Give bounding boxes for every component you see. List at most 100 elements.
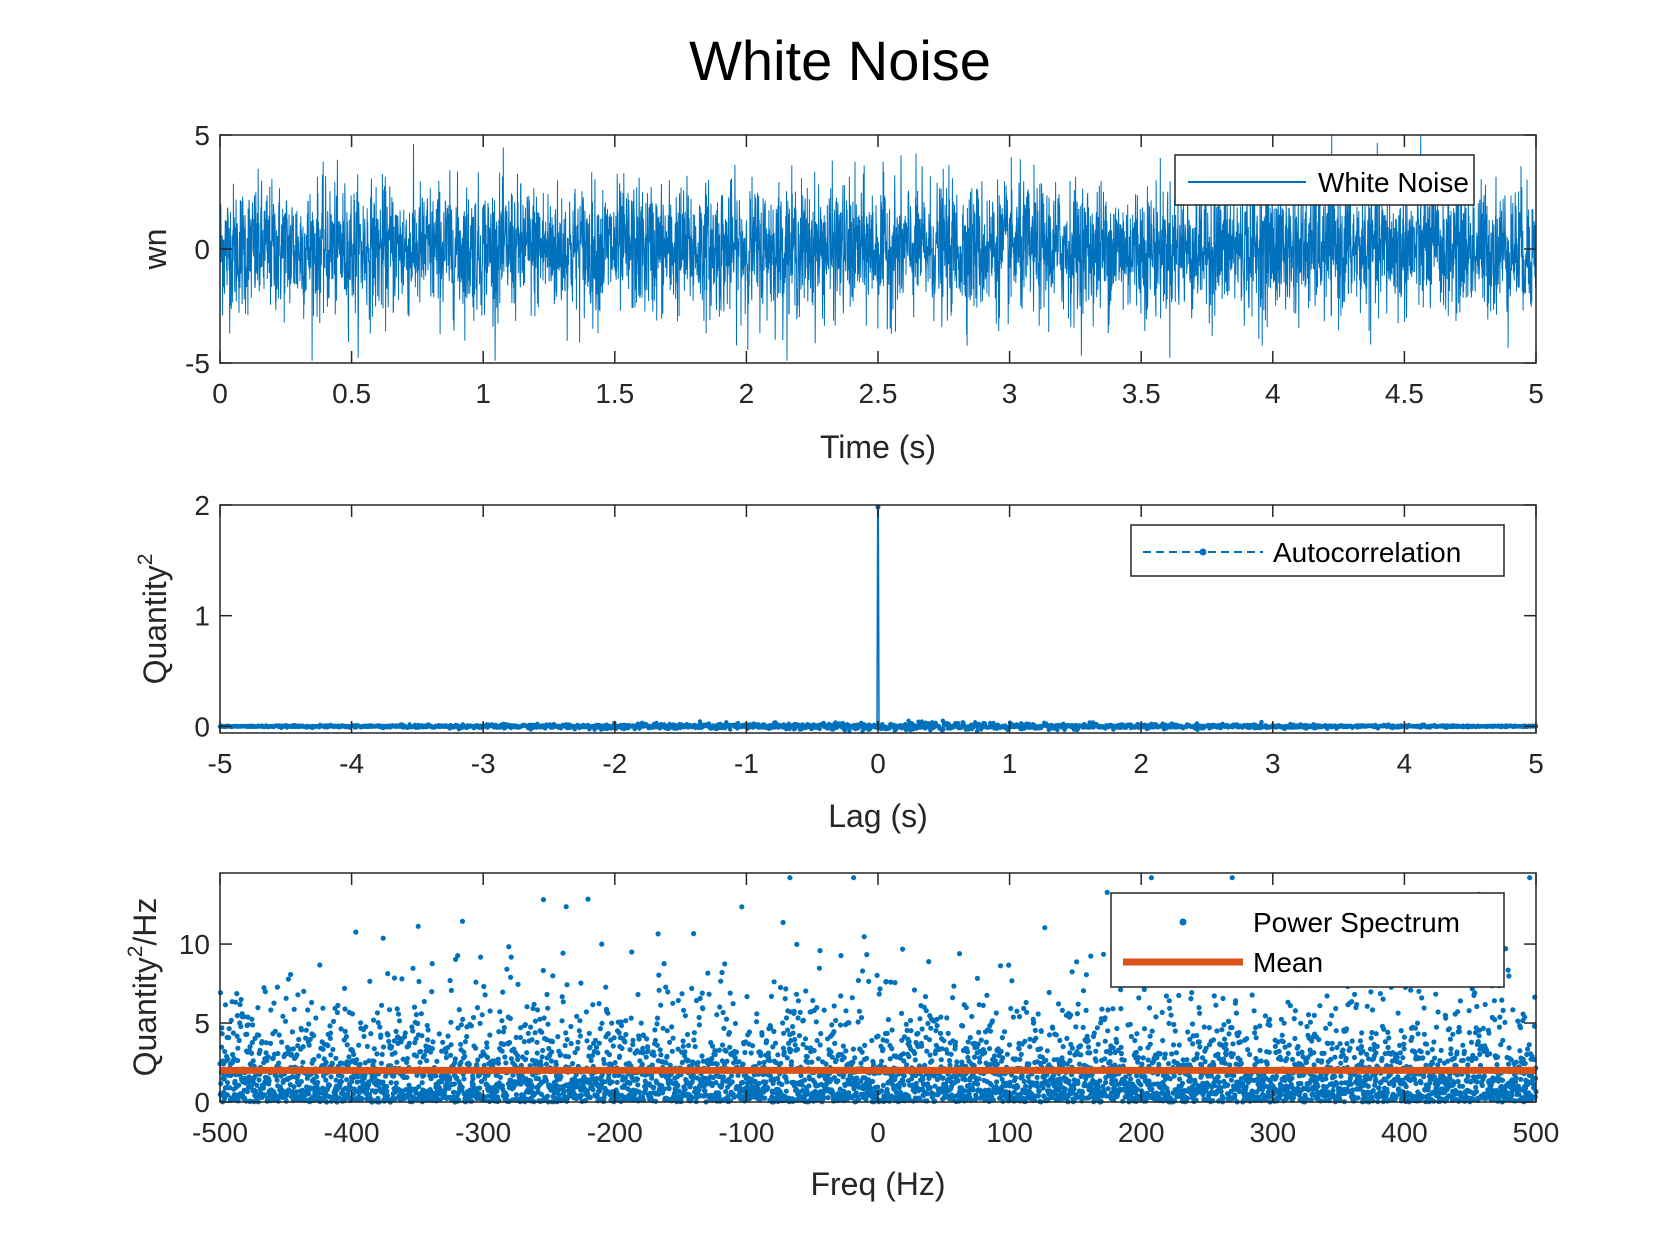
power-spectrum-point bbox=[825, 1095, 831, 1101]
power-spectrum-point bbox=[283, 1098, 289, 1104]
power-spectrum-point bbox=[563, 1030, 569, 1036]
power-spectrum-point bbox=[880, 1046, 886, 1052]
power-spectrum-point bbox=[917, 1016, 923, 1022]
panel1-legend: White Noise bbox=[1174, 154, 1475, 206]
power-spectrum-point bbox=[969, 1013, 975, 1020]
power-spectrum-point bbox=[629, 949, 635, 955]
power-spectrum-point bbox=[792, 1042, 798, 1048]
power-spectrum-point bbox=[275, 1050, 281, 1057]
power-spectrum-point bbox=[392, 1050, 398, 1056]
power-spectrum-point bbox=[268, 1007, 274, 1013]
power-spectrum-point bbox=[250, 1022, 256, 1028]
power-spectrum-point bbox=[656, 972, 662, 978]
power-spectrum-point bbox=[858, 1015, 865, 1021]
xtick-label: 3.5 bbox=[1122, 378, 1161, 409]
power-spectrum-point bbox=[507, 1040, 513, 1046]
power-spectrum-point bbox=[810, 997, 816, 1004]
power-spectrum-point bbox=[723, 1048, 729, 1054]
power-spectrum-point bbox=[609, 1079, 615, 1085]
power-spectrum-point bbox=[906, 1054, 912, 1060]
panel2-ylabel-sup: 2 bbox=[134, 554, 157, 566]
power-spectrum-point bbox=[851, 875, 857, 881]
power-spectrum-point bbox=[658, 1002, 664, 1008]
power-spectrum-point bbox=[831, 1029, 837, 1035]
xtick-label: 3 bbox=[1002, 378, 1018, 409]
power-spectrum-point bbox=[744, 994, 750, 1000]
power-spectrum-point bbox=[912, 1050, 918, 1056]
power-spectrum-point bbox=[965, 1049, 971, 1055]
power-spectrum-point bbox=[260, 1085, 266, 1091]
power-spectrum-point bbox=[587, 1044, 593, 1050]
power-spectrum-point bbox=[545, 1021, 551, 1027]
power-spectrum-point bbox=[954, 1059, 960, 1065]
power-spectrum-point bbox=[963, 1004, 969, 1011]
power-spectrum-point bbox=[870, 1078, 876, 1084]
power-spectrum-point bbox=[610, 1043, 616, 1049]
power-spectrum-point bbox=[691, 1030, 698, 1036]
power-spectrum-point bbox=[669, 1048, 675, 1054]
power-spectrum-point bbox=[500, 989, 506, 995]
power-spectrum-point bbox=[706, 991, 712, 997]
power-spectrum-point bbox=[326, 1082, 333, 1088]
power-spectrum-point bbox=[250, 1058, 256, 1064]
power-spectrum-point bbox=[911, 987, 918, 993]
power-spectrum-point bbox=[306, 1021, 312, 1027]
power-spectrum-point bbox=[682, 1086, 688, 1092]
power-spectrum-point bbox=[730, 1001, 736, 1007]
power-spectrum-point bbox=[586, 1030, 592, 1036]
power-spectrum-point bbox=[222, 1002, 229, 1008]
power-spectrum-point bbox=[874, 972, 880, 979]
legend-label-white-noise: White Noise bbox=[1318, 167, 1469, 198]
power-spectrum-point bbox=[274, 1077, 280, 1083]
power-spectrum-point bbox=[951, 983, 957, 989]
power-spectrum-point bbox=[421, 998, 427, 1005]
power-spectrum-point bbox=[361, 1033, 367, 1039]
power-spectrum-point bbox=[813, 1019, 819, 1025]
power-spectrum-point bbox=[371, 1046, 377, 1052]
power-spectrum-point bbox=[323, 1077, 329, 1083]
power-spectrum-point bbox=[795, 1015, 801, 1021]
power-spectrum-point bbox=[274, 984, 280, 990]
power-spectrum-point bbox=[543, 1078, 549, 1084]
power-spectrum-point bbox=[838, 993, 844, 999]
power-spectrum-point bbox=[569, 1061, 576, 1067]
power-spectrum-point bbox=[234, 991, 240, 997]
power-spectrum-point bbox=[257, 1047, 263, 1053]
power-spectrum-point bbox=[353, 929, 359, 935]
power-spectrum-point bbox=[670, 1035, 676, 1041]
power-spectrum-point bbox=[937, 1030, 944, 1036]
power-spectrum-point bbox=[267, 1040, 274, 1046]
legend-marker-autocorrelation bbox=[1199, 548, 1207, 556]
power-spectrum-point bbox=[926, 959, 932, 965]
power-spectrum-point bbox=[327, 1035, 333, 1041]
power-spectrum-point bbox=[950, 995, 956, 1001]
power-spectrum-point bbox=[884, 1030, 890, 1036]
power-spectrum-point bbox=[479, 1012, 485, 1018]
power-spectrum-point bbox=[927, 1052, 933, 1058]
power-spectrum-point bbox=[300, 1059, 306, 1065]
power-spectrum-point bbox=[619, 1045, 625, 1051]
power-spectrum-point bbox=[644, 1036, 650, 1042]
power-spectrum-point bbox=[721, 1025, 727, 1031]
xtick-label: 5 bbox=[1528, 748, 1544, 779]
power-spectrum-point bbox=[410, 1028, 416, 1034]
power-spectrum-point bbox=[429, 961, 435, 967]
power-spectrum-point bbox=[448, 1042, 454, 1048]
power-spectrum-point bbox=[456, 1007, 462, 1013]
power-spectrum-point bbox=[288, 971, 294, 978]
power-spectrum-point bbox=[523, 1056, 529, 1062]
power-spectrum-point bbox=[889, 1046, 895, 1052]
power-spectrum-point bbox=[363, 1024, 369, 1030]
power-spectrum-point bbox=[762, 1095, 768, 1101]
power-spectrum-point bbox=[838, 953, 844, 959]
power-spectrum-point bbox=[670, 1000, 676, 1006]
power-spectrum-point bbox=[399, 976, 405, 982]
power-spectrum-point bbox=[448, 1052, 454, 1058]
power-spectrum-point bbox=[636, 1036, 642, 1042]
power-spectrum-point bbox=[497, 1009, 503, 1015]
ytick-label: 0 bbox=[194, 234, 210, 265]
power-spectrum-point bbox=[499, 1048, 505, 1054]
power-spectrum-point bbox=[256, 1032, 262, 1038]
power-spectrum-point bbox=[238, 996, 244, 1003]
power-spectrum-point bbox=[249, 1050, 255, 1056]
